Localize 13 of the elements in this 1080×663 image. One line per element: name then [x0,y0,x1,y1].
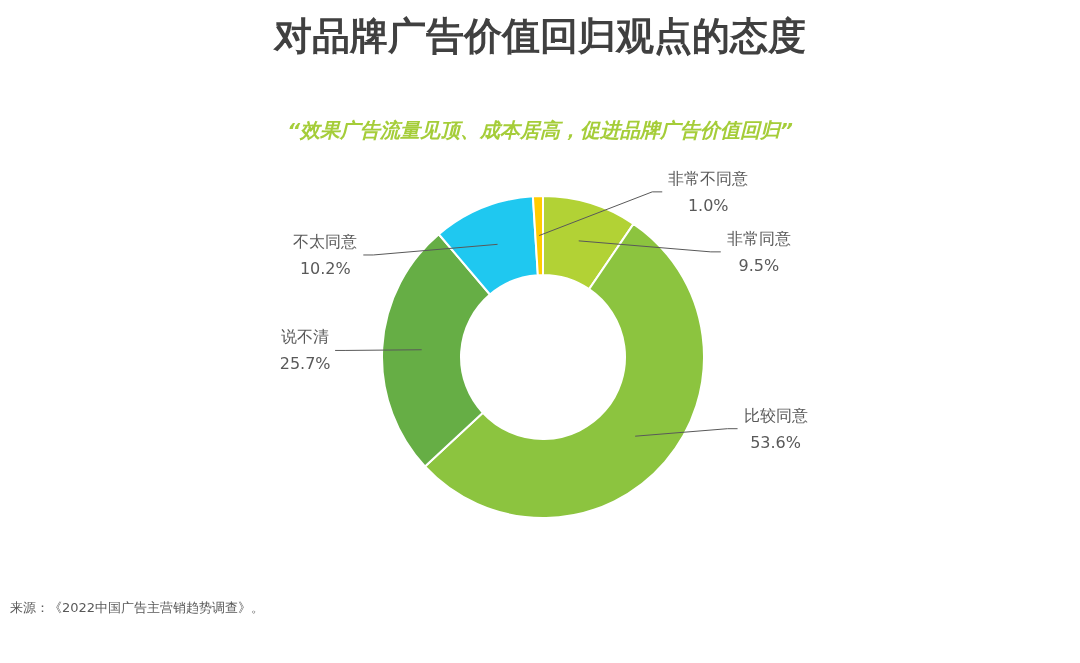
slice-label: 非常不同意 [668,168,749,188]
data-label: 1.0% [687,195,729,215]
data-label: 53.6% [750,432,801,452]
chart-title: 对品牌广告价值回归观点的态度 [273,14,806,58]
data-label: 25.7% [279,354,331,374]
chart-subtitle: “效果广告流量见顶、成本居高，促进品牌广告价值回归” [287,118,793,142]
data-label: 10.2% [299,258,351,278]
slice-label: 说不清 [281,327,330,347]
source-note: 来源：《2022中国广告主营销趋势调查》。 [10,600,265,615]
slice-label: 非常同意 [726,228,791,248]
slice-label: 不太同意 [293,231,358,251]
data-label: 9.5% [738,255,780,275]
slice-label: 比较同意 [743,405,808,425]
